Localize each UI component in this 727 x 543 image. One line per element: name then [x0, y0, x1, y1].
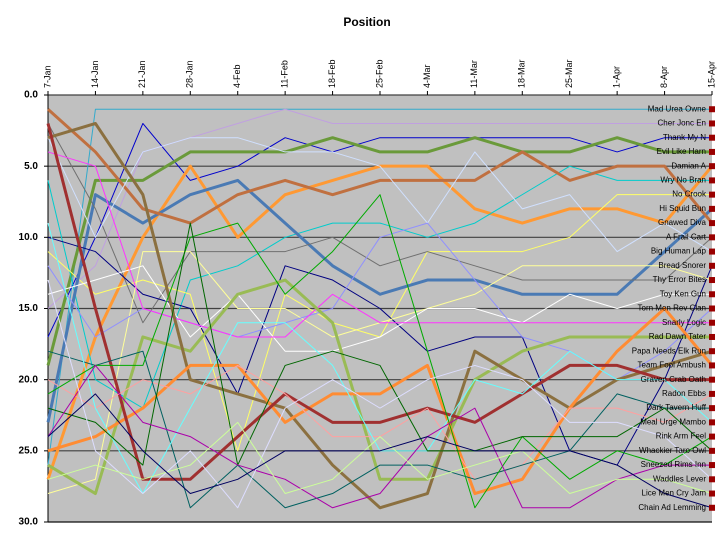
y-tick-label: 20.0: [19, 374, 39, 385]
series-label: Evil Like Harn: [657, 147, 706, 156]
series-label: Cher Jonc En: [658, 119, 706, 128]
series-label: Thank My N: [663, 133, 706, 142]
series-label: Chain Ad Lemming: [638, 503, 706, 512]
y-tick-label: 30.0: [19, 517, 39, 528]
series-line: [47, 165, 712, 409]
series-label: Torn Men Rev Clan: [638, 304, 706, 313]
series-label: Big Human Lap: [651, 247, 707, 256]
end-marker: [709, 362, 715, 369]
y-tick-label: 5.0: [24, 161, 38, 172]
series-label: Waddles Lever: [653, 474, 706, 483]
end-marker: [709, 134, 715, 141]
series-line: [46, 136, 712, 366]
end-marker: [709, 248, 715, 255]
end-marker: [709, 205, 715, 212]
series-label: Hi Squid Bun: [659, 204, 706, 213]
end-marker: [709, 447, 715, 454]
series-label: Wry No Bran: [660, 176, 706, 185]
series-label: Papa Needs Elk Run: [632, 346, 706, 355]
series-label: Sneezed Rims Inn: [641, 460, 706, 469]
series-label: Meal Urge Mambo: [640, 417, 706, 426]
y-tick-label: 0.0: [24, 90, 38, 101]
series-label: Damian A: [671, 161, 706, 170]
x-tick-label: 25-Feb: [374, 59, 384, 88]
series-line: [47, 364, 712, 509]
x-tick-label: 21-Jan: [137, 60, 147, 88]
end-marker: [709, 390, 715, 397]
x-tick-label: 8-Apr: [659, 66, 669, 88]
x-tick-label: 25-Mar: [564, 59, 574, 88]
series-label: Snarly Logic: [662, 318, 706, 327]
end-marker: [709, 490, 715, 497]
x-tick-label: 1-Apr: [612, 66, 622, 88]
series-line: [47, 265, 712, 352]
series-label: A Frail Cart: [666, 232, 707, 241]
series-label: Thy Error Bites: [653, 275, 706, 284]
series-label: Dark Tavern Huff: [646, 403, 707, 412]
end-marker: [709, 262, 715, 269]
end-marker: [709, 319, 715, 326]
x-tick-label: 18-Mar: [517, 59, 527, 88]
series-label: Graven Crab Oath: [641, 375, 706, 384]
series-label: Radon Ebbs: [662, 389, 706, 398]
series-line: [47, 122, 712, 338]
end-marker: [709, 504, 715, 511]
end-marker: [709, 348, 715, 355]
series-line: [47, 393, 713, 509]
x-tick-label: 11-Feb: [280, 60, 290, 88]
end-marker: [709, 419, 715, 426]
end-marker: [709, 476, 715, 483]
series-line: [47, 121, 713, 510]
series-line: [46, 108, 714, 225]
end-marker: [709, 291, 715, 298]
chart-title: Position: [343, 15, 390, 29]
end-marker: [709, 106, 715, 113]
end-marker: [709, 191, 715, 198]
x-tick-label: 28-Jan: [185, 60, 195, 88]
end-marker: [709, 305, 715, 312]
series-line: [47, 222, 713, 466]
y-tick-label: 15.0: [19, 303, 39, 314]
series-label: Team Fool Ambush: [638, 361, 706, 370]
series-label: Gnawed Diva: [658, 218, 707, 227]
end-marker: [709, 120, 715, 127]
series-label: Rad Dawn Tater: [649, 332, 707, 341]
series-line: [47, 151, 712, 338]
y-tick-label: 10.0: [19, 232, 39, 243]
x-tick-label: 7-Jan: [42, 65, 52, 88]
series-label: Whackier Taro Owl: [639, 446, 706, 455]
end-marker: [709, 163, 715, 170]
end-marker: [709, 148, 715, 155]
series-line: [47, 137, 713, 253]
series-line: [47, 279, 713, 509]
end-marker: [709, 234, 715, 241]
end-marker: [709, 220, 715, 227]
x-tick-label: 18-Feb: [327, 59, 337, 88]
series-label: Bread Snorer: [658, 261, 706, 270]
end-marker: [709, 405, 715, 412]
x-tick-label: 14-Jan: [90, 60, 100, 88]
series-line: [47, 278, 712, 496]
end-marker: [709, 433, 715, 440]
series-label: Toy Ken Gun: [660, 289, 706, 298]
x-tick-label: 11-Mar: [469, 60, 479, 88]
end-marker: [709, 277, 715, 284]
x-tick-label: 4-Mar: [422, 64, 432, 88]
series-label: Rink Arm Feel: [656, 432, 706, 441]
series-line: [47, 350, 712, 509]
end-marker: [709, 177, 715, 184]
x-tick-label: 4-Feb: [232, 64, 242, 88]
y-tick-label: 25.0: [19, 445, 39, 456]
end-marker: [709, 333, 715, 340]
series-label: Mad Urea Owne: [648, 104, 707, 113]
series-line: [47, 421, 713, 495]
series-line: [47, 108, 712, 466]
end-marker: [709, 376, 715, 383]
series-label: No Crook: [672, 190, 707, 199]
x-tick-label: 15-Apr: [706, 61, 716, 88]
series-label: Lice Men Cry Jam: [642, 489, 707, 498]
end-marker: [709, 462, 715, 469]
